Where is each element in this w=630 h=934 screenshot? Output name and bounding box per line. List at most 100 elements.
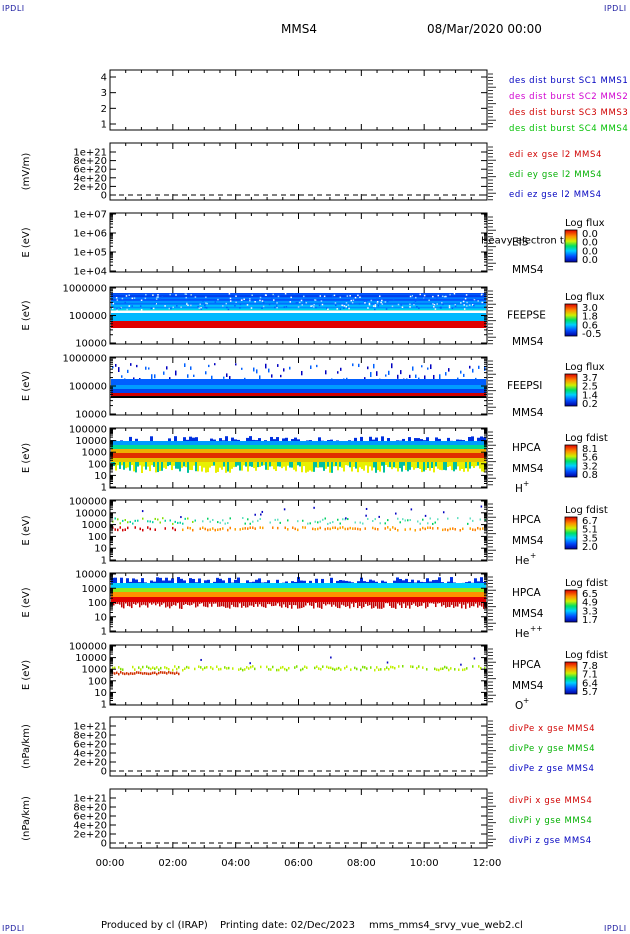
spectrogram-speckle: [266, 665, 268, 669]
spectrogram-bottom-edge: [353, 602, 355, 608]
spectrogram-bottom-edge: [159, 462, 161, 471]
spectrogram-bottom-edge: [187, 462, 189, 473]
spectrogram-bottom-edge: [197, 462, 199, 472]
spectrogram-speckle: [469, 517, 471, 520]
spectrogram-bottom-edge: [245, 462, 247, 467]
spectrogram-speckle: [330, 656, 332, 659]
spectrogram-bottom-edge: [259, 602, 261, 605]
spectrogram-speckle: [306, 666, 308, 669]
spectrogram-bottom-edge: [267, 602, 269, 605]
spectrogram-speckle: [437, 527, 439, 530]
colorbar-title: Log fdist: [565, 433, 608, 444]
spectrogram-speckle: [200, 658, 202, 661]
spectrogram-speckle: [336, 308, 338, 310]
colorbar: [564, 373, 578, 407]
spectrogram-speckle: [407, 519, 409, 522]
spectrogram-speckle: [313, 306, 315, 308]
spectrogram-speckle: [158, 671, 160, 675]
spectrogram-bottom-edge: [335, 462, 337, 467]
spectrogram-bottom-edge: [161, 602, 163, 605]
spectrogram-bottom-edge: [263, 602, 265, 608]
spectrogram-speckle: [349, 526, 351, 530]
spectrogram-speckle: [368, 303, 371, 306]
spectrogram-speckle: [204, 304, 206, 307]
spectrogram-speckle: [323, 295, 326, 298]
spectrogram-band: [111, 299, 486, 301]
spectrogram-bottom-edge: [147, 462, 149, 467]
spectrogram-speckle: [259, 293, 261, 295]
spectrogram-speckle: [254, 527, 256, 530]
spectrogram-speckle: [216, 665, 218, 668]
colorbar-tick-label: 5.7: [582, 687, 598, 698]
spectrogram-speckle: [235, 363, 237, 366]
spectrogram-speckle: [207, 528, 209, 532]
y-tick-label: 10000: [75, 508, 107, 519]
spectrogram-speckle: [343, 305, 346, 307]
spectrogram-speckle: [394, 527, 396, 531]
spectrogram-band: [111, 308, 486, 310]
colorbar-tick-label: 0.6: [582, 320, 598, 331]
spectrogram-speckle: [436, 303, 438, 305]
spectrogram-bottom-edge: [459, 462, 461, 471]
y-tick-label: 1e+21: [73, 794, 107, 805]
spectrogram-speckle: [112, 302, 115, 305]
spectrogram-bottom-edge: [185, 462, 187, 468]
spectrogram-bottom-edge: [381, 462, 383, 466]
spectrogram-speckle: [385, 374, 387, 377]
spectrogram-bottom-edge: [263, 462, 265, 466]
y-tick-label: 100: [88, 676, 107, 687]
spectrogram-top-edge: [303, 580, 306, 585]
spectrogram-speckle: [175, 294, 177, 296]
colorbar-tick-label: 5.6: [582, 453, 598, 464]
spectrogram-bottom-edge: [393, 602, 395, 608]
spectrogram-speckle: [448, 305, 451, 307]
spectrogram-bottom-edge: [183, 462, 185, 467]
spectrogram-speckle: [315, 306, 317, 309]
spectrogram-speckle: [124, 519, 126, 522]
spectrogram-speckle: [372, 526, 374, 530]
spectrogram-speckle: [354, 296, 357, 299]
spectrogram-speckle: [174, 672, 176, 675]
spectrogram-bottom-edge: [311, 602, 313, 606]
spectrogram-speckle: [234, 305, 236, 307]
spectrogram-bottom-edge: [431, 602, 433, 604]
spectrogram-speckle: [261, 307, 263, 310]
spectrogram-speckle: [320, 300, 323, 302]
spectrogram-speckle: [204, 306, 206, 309]
spectrogram-bottom-edge: [391, 602, 393, 608]
spectrogram-bottom-edge: [385, 462, 387, 466]
spectrogram-speckle: [378, 515, 380, 518]
panel-p8: 1 10 100 1000 10000 E (eV) HPCA MMS4 He ++ Log fdi…: [21, 570, 608, 641]
spectrogram-speckle: [162, 671, 164, 674]
spectrogram-bottom-edge: [371, 462, 373, 471]
spectrogram-bottom-edge: [211, 462, 213, 466]
spectrogram-bottom-edge: [443, 462, 445, 470]
spectrogram-speckle: [477, 526, 479, 530]
spectrogram-speckle: [149, 520, 151, 523]
spectrogram-speckle: [409, 519, 411, 522]
spectrogram-speckle: [339, 296, 342, 299]
colorbar-tick-label: 1.7: [582, 615, 598, 626]
spectrogram-top-edge: [342, 580, 345, 585]
spectrogram-bottom-edge: [471, 462, 473, 467]
colorbar-tick-label: 7.1: [582, 670, 598, 681]
spectrogram-speckle: [161, 296, 164, 298]
spectrogram-speckle: [376, 302, 379, 304]
spectrogram-band: [111, 304, 486, 306]
colorbar-title: Log fdist: [565, 650, 608, 661]
spectrogram-speckle: [262, 526, 264, 530]
spectrogram-speckle: [124, 528, 126, 531]
spectrogram-speckle: [169, 519, 171, 522]
spectrogram-bottom-edge: [475, 462, 477, 467]
spectrogram-speckle: [184, 667, 186, 670]
spectrogram-speckle: [409, 303, 411, 306]
spectrogram-speckle: [296, 665, 298, 668]
spectrogram-speckle: [265, 363, 267, 369]
spectrogram-speckle: [376, 371, 378, 376]
spectrogram-speckle: [481, 301, 483, 304]
spectrogram-speckle: [217, 521, 219, 524]
spectrogram-speckle: [182, 522, 184, 525]
spectrogram-bottom-edge: [281, 602, 283, 608]
spectrogram-top-edge: [258, 578, 261, 585]
